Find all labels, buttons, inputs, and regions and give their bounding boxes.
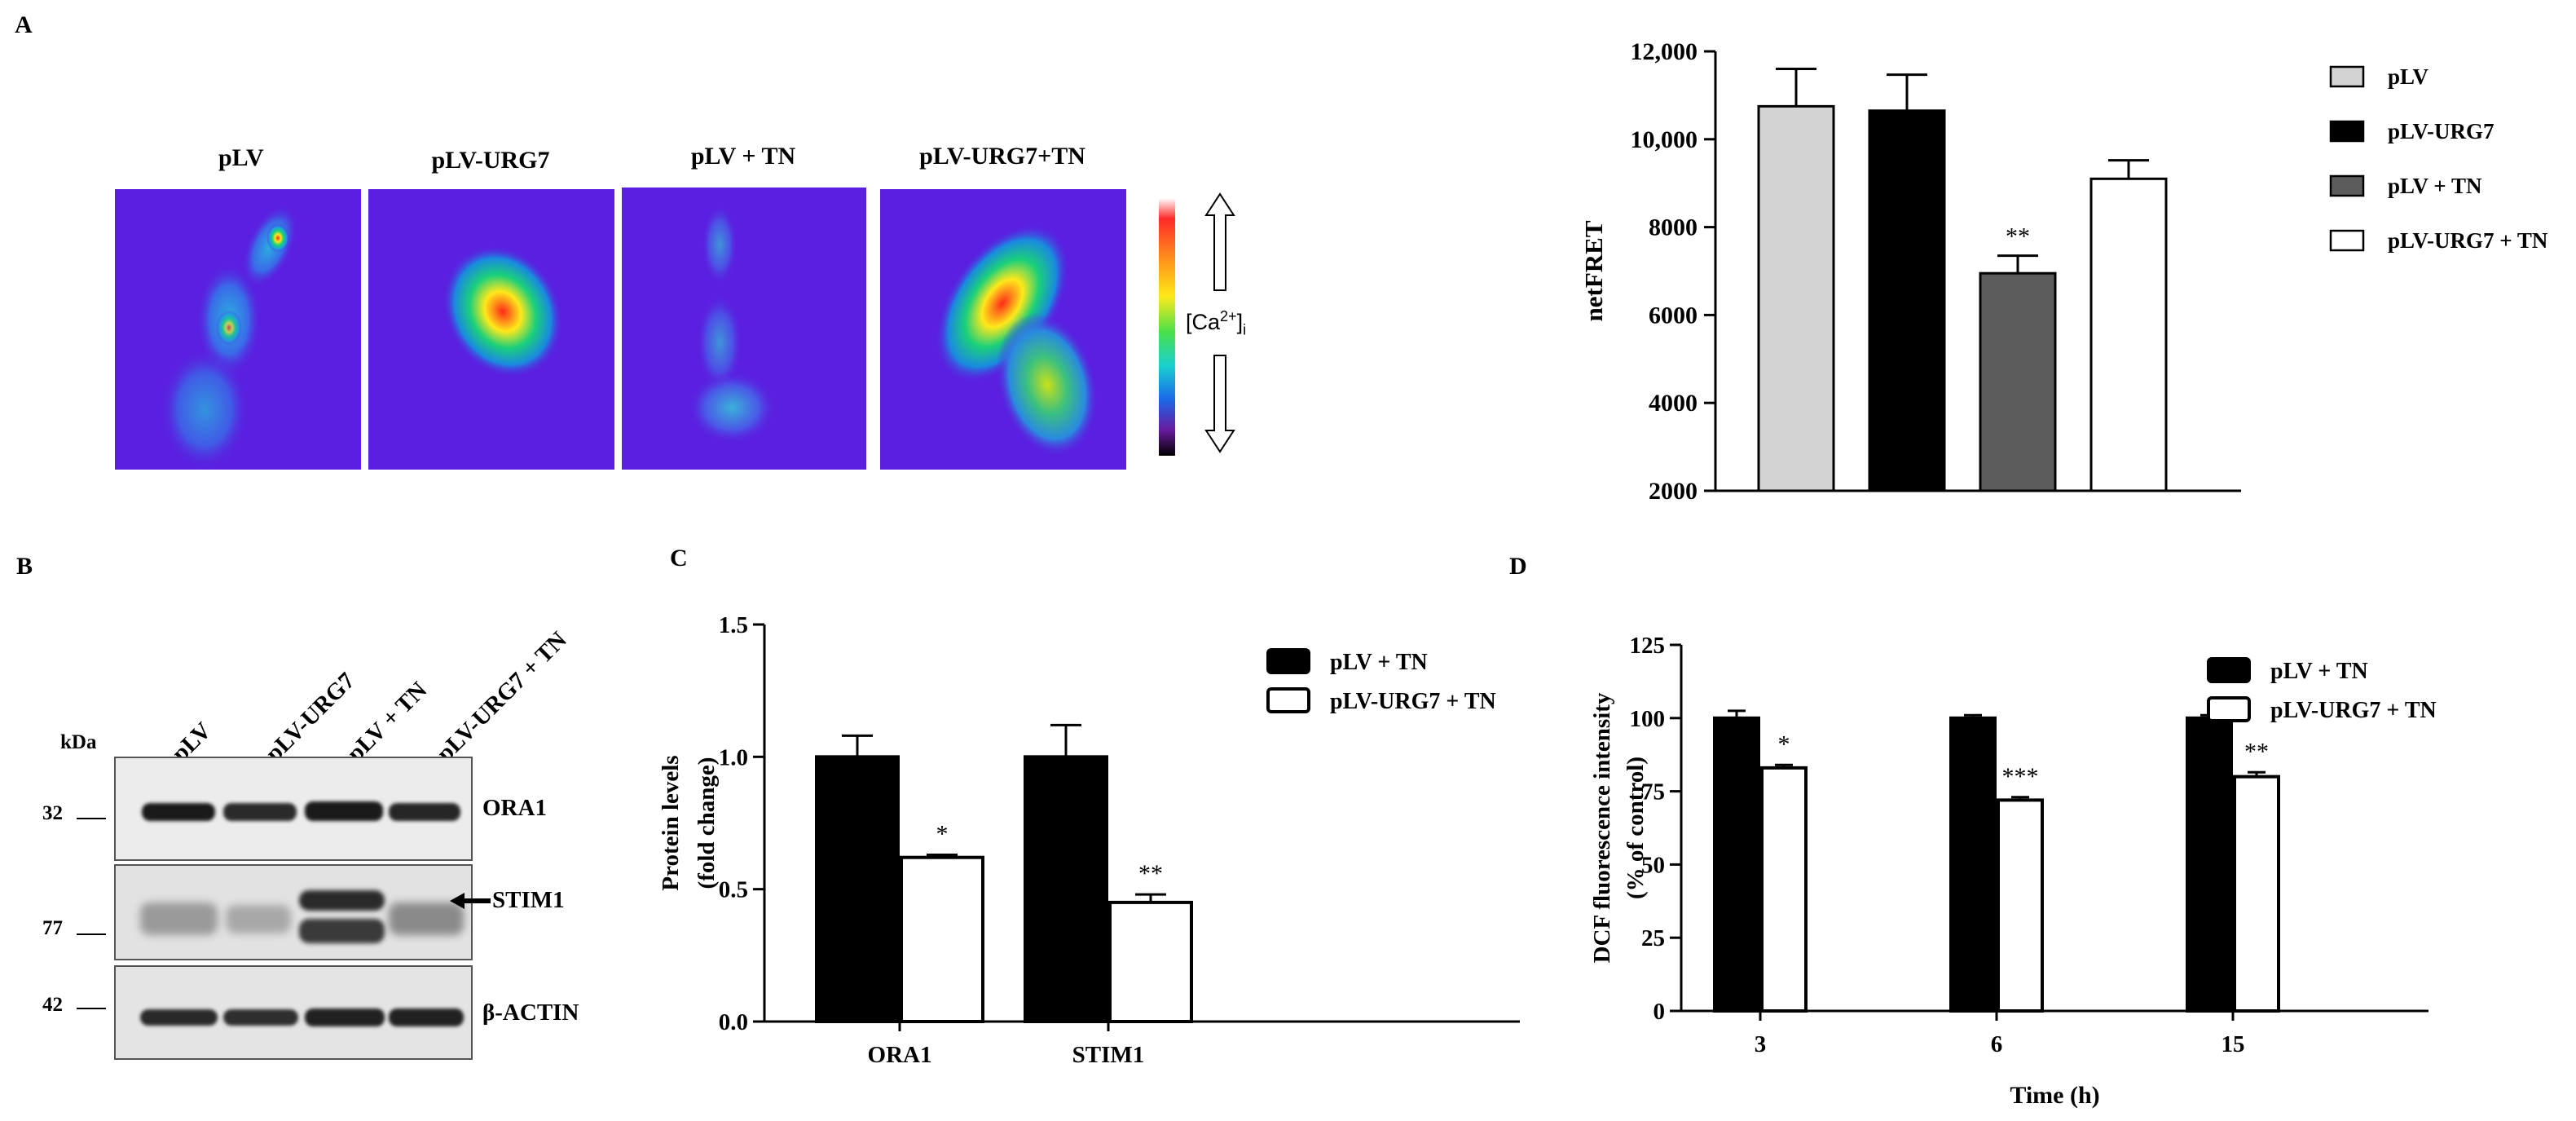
legend-swatch [2207, 696, 2251, 722]
x-tick-label: 6 [1991, 1031, 2003, 1057]
bar-plv-urg7-tn [1108, 900, 1193, 1023]
legend-swatch [2329, 229, 2365, 252]
x-tick-label: 3 [1755, 1031, 1767, 1057]
bar-1 [1757, 104, 1835, 492]
protein-label-stim1: STIM1 [492, 887, 565, 913]
panel-letter-c: C [670, 545, 688, 572]
x-tick-label: 15 [2222, 1031, 2245, 1057]
protein-label-beta-actin: β-ACTIN [482, 1000, 579, 1026]
microscopy-image-plv-tn [622, 188, 866, 470]
bar-2 [1868, 109, 1946, 492]
x-tick-label: ORA1 [868, 1042, 932, 1068]
bar-plv-tn [1949, 716, 1997, 1013]
scale-label: [Ca2+]i [1186, 308, 1247, 338]
marker-77: 77 [42, 917, 63, 939]
y-axis-label-line2: (% of control) [1623, 757, 1649, 899]
y-tick-label: 25 [1641, 925, 1665, 951]
y-tick-label: 6000 [1649, 302, 1698, 329]
y-axis-label-line1: DCF fluorescence intensity [1589, 692, 1615, 963]
image-label-plv-urg7: pLV-URG7 [431, 147, 550, 174]
blot-beta-actin [114, 965, 473, 1060]
legend-label: pLV + TN [2270, 659, 2368, 684]
protein-label-ora1: ORA1 [482, 795, 547, 821]
panel-letter-b: B [16, 553, 33, 580]
legend-swatch [2329, 65, 2365, 88]
legend-label: pLV-URG7 [2388, 119, 2495, 143]
chart-d-dcf: 0 25 50 75 100 125 DCF fluorescence intensity (… [1589, 633, 2437, 1109]
legend-swatch [2329, 120, 2365, 143]
microscopy-image-plv-urg7-tn [880, 189, 1126, 470]
x-tick-label: STIM1 [1072, 1042, 1145, 1068]
significance-label: * [1778, 730, 1790, 757]
y-tick-label: 4000 [1649, 390, 1698, 417]
legend-swatch [1266, 648, 1310, 674]
legend-label: pLV + TN [1330, 650, 1428, 675]
bar-plv-urg7-tn [1997, 798, 2044, 1013]
y-tick-label: 100 [1630, 706, 1666, 732]
bar-4 [2089, 177, 2168, 492]
legend-label: pLV [2388, 64, 2429, 89]
kda-label: kDa [60, 731, 97, 753]
panel-letter-a: A [15, 11, 33, 38]
significance-label: ** [1138, 860, 1163, 887]
legend-swatch [1266, 687, 1310, 713]
y-tick-label: 1.5 [719, 612, 748, 638]
chart-a-netfret: 2000 4000 6000 8000 10,000 12,000 netFRET ** pLV… [1579, 38, 2548, 505]
marker-42: 42 [42, 994, 63, 1016]
blot-ora1 [114, 757, 473, 861]
color-scale-bar [1159, 198, 1175, 456]
bar-plv-urg7-tn [900, 855, 984, 1023]
y-tick-label: 8000 [1649, 214, 1698, 241]
significance-label: ** [2244, 738, 2269, 765]
bar-plv-tn [1024, 755, 1108, 1023]
y-tick-label: 125 [1630, 633, 1666, 659]
bar-plv-tn [2186, 716, 2233, 1013]
arrow-icon [450, 891, 491, 915]
image-label-plv: pLV [218, 144, 264, 171]
microscopy-image-plv [115, 189, 361, 470]
chart-c-protein-levels: 0.0 0.5 1.0 1.5 Protein levels (fold change) *… [658, 612, 1520, 1068]
marker-tick-42 [77, 1008, 106, 1009]
y-tick-label: 0.0 [719, 1009, 748, 1035]
bar-plv-urg7-tn [2233, 775, 2280, 1013]
legend-label: pLV-URG7 + TN [2388, 228, 2548, 253]
image-label-plv-tn: pLV + TN [690, 143, 796, 170]
microscopy-image-plv-urg7 [368, 189, 614, 470]
y-tick-label: 0 [1653, 999, 1666, 1025]
significance-label: *** [2002, 763, 2039, 790]
legend-label: pLV-URG7 + TN [1330, 689, 1496, 714]
panel-letter-d: D [1509, 553, 1527, 580]
y-tick-label: 10,000 [1631, 126, 1698, 153]
significance-label: ** [2006, 223, 2030, 250]
y-axis-label-line1: Protein levels [658, 755, 684, 890]
bar-3 [1979, 271, 2057, 492]
y-tick-label: 12,000 [1631, 38, 1698, 65]
bar-plv-tn [815, 755, 900, 1023]
y-tick-label: 1.0 [719, 744, 748, 770]
lane-label-plv-urg7-tn: pLV-URG7 + TN [432, 626, 572, 767]
legend-swatch [2207, 657, 2251, 683]
image-label-plv-urg7-tn: pLV-URG7+TN [919, 143, 1085, 170]
y-tick-label: 2000 [1649, 478, 1698, 505]
blot-stim1 [114, 864, 473, 960]
legend-label: pLV + TN [2388, 174, 2482, 198]
y-tick-label: 75 [1641, 779, 1665, 805]
significance-label: * [936, 820, 949, 847]
marker-32: 32 [42, 802, 63, 824]
y-tick-label: 50 [1641, 852, 1665, 878]
y-axis-label-line2: (fold change) [694, 757, 720, 889]
scale-arrow [1200, 192, 1240, 453]
legend-label: pLV-URG7 + TN [2270, 698, 2437, 723]
y-axis-label: netFRET [1579, 220, 1608, 321]
marker-tick-32 [77, 818, 106, 819]
bar-plv-tn [1713, 716, 1760, 1013]
bar-plv-urg7-tn [1760, 766, 1808, 1013]
marker-tick-77 [77, 933, 106, 935]
y-tick-label: 0.5 [719, 877, 748, 903]
x-axis-label: Time (h) [2010, 1082, 2099, 1109]
legend-swatch [2329, 174, 2365, 197]
